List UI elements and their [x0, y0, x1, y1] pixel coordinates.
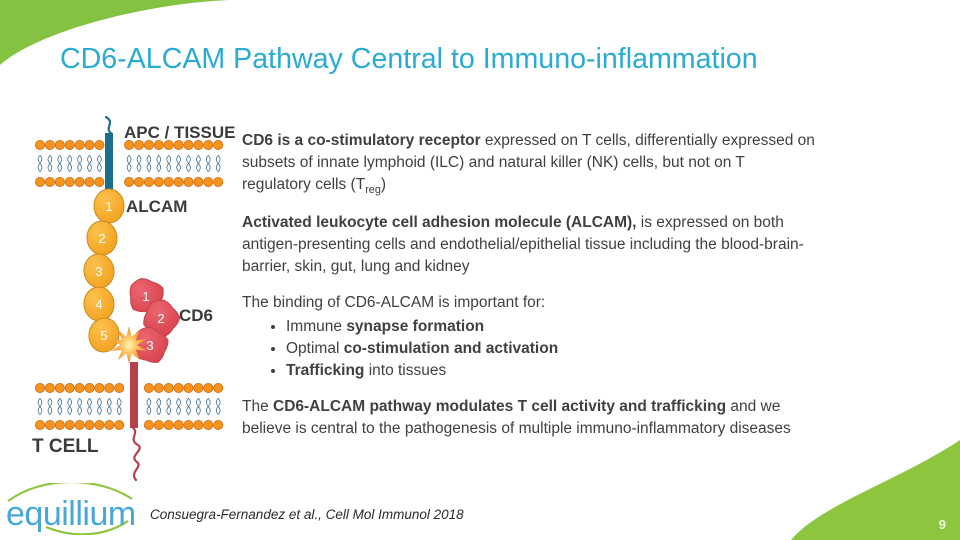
svg-text:APC / TISSUE: APC / TISSUE — [124, 123, 235, 142]
svg-text:5: 5 — [100, 328, 107, 343]
svg-text:1: 1 — [105, 199, 112, 214]
svg-text:1: 1 — [142, 289, 149, 304]
svg-text:2: 2 — [157, 311, 164, 326]
svg-text:ALCAM: ALCAM — [126, 197, 187, 216]
svg-text:CD6: CD6 — [179, 306, 213, 325]
svg-text:2: 2 — [98, 231, 105, 246]
svg-text:4: 4 — [95, 297, 102, 312]
svg-text:3: 3 — [146, 338, 153, 353]
svg-text:T CELL: T CELL — [32, 436, 99, 457]
svg-text:3: 3 — [95, 264, 102, 279]
